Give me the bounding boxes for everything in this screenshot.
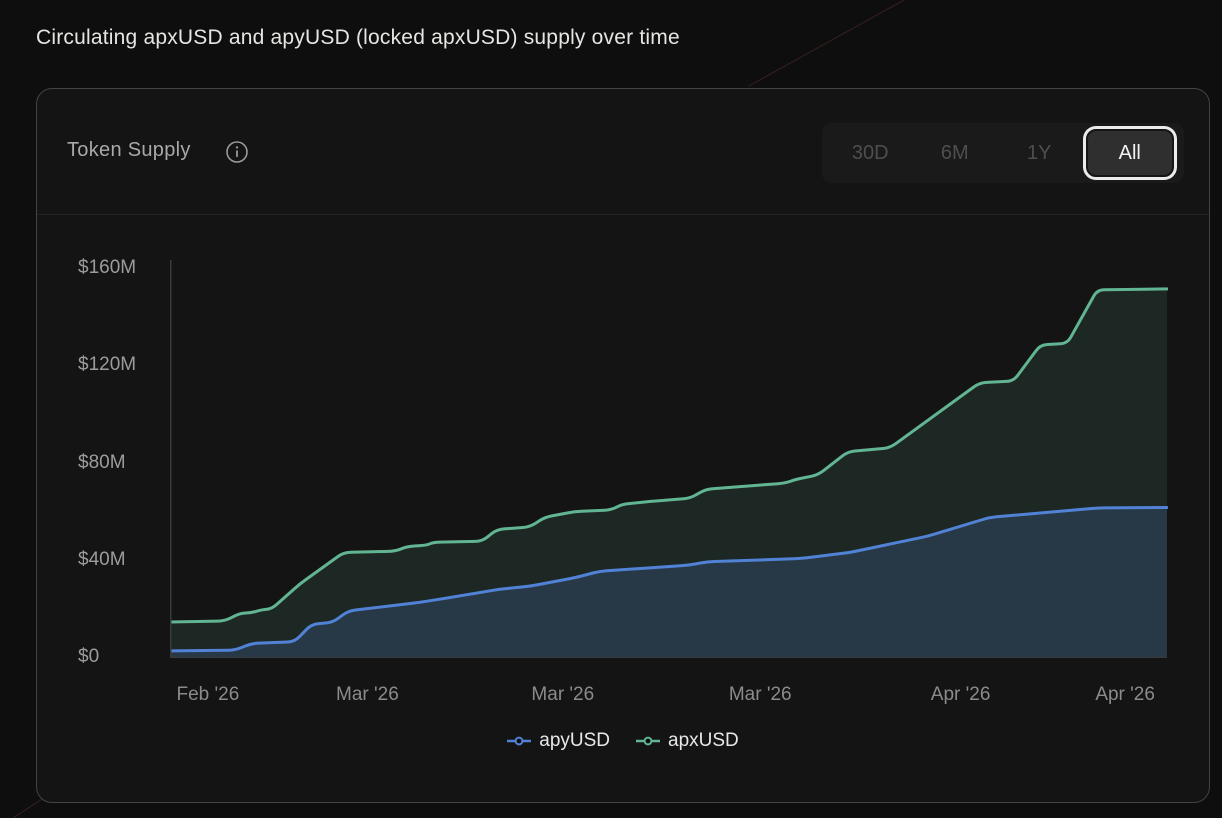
legend-label: apyUSD [539, 730, 610, 751]
range-button-6m[interactable]: 6M [913, 129, 998, 177]
legend-label: apxUSD [668, 730, 739, 751]
series-area-apxUSD [170, 288, 1167, 657]
decorative-diagonal-top [747, 0, 906, 87]
legend-item-apyUSD[interactable]: apyUSD [507, 730, 610, 752]
supply-chart[interactable] [170, 260, 1168, 659]
legend-item-apxUSD[interactable]: apxUSD [636, 730, 739, 752]
range-button-1y[interactable]: 1Y [997, 129, 1082, 177]
header-divider [37, 214, 1209, 215]
info-circle-icon[interactable] [225, 140, 249, 164]
series-line-apxUSD [170, 287, 1168, 624]
page-title: Circulating apxUSD and apyUSD (locked ap… [36, 26, 680, 49]
token-supply-card: Token Supply 30D 6M 1Y All [36, 88, 1210, 803]
range-button-30d[interactable]: 30D [828, 129, 913, 177]
chart-legend: apyUSD apxUSD [36, 730, 1210, 752]
card-title: Token Supply [67, 139, 191, 161]
series-area-apyUSD [170, 507, 1167, 657]
legend-marker-icon [636, 736, 660, 746]
time-range-selector: 30D 6M 1Y All [822, 123, 1184, 183]
range-button-all[interactable]: All [1085, 129, 1174, 177]
series-line-apyUSD [170, 506, 1168, 653]
legend-marker-icon [507, 736, 532, 746]
